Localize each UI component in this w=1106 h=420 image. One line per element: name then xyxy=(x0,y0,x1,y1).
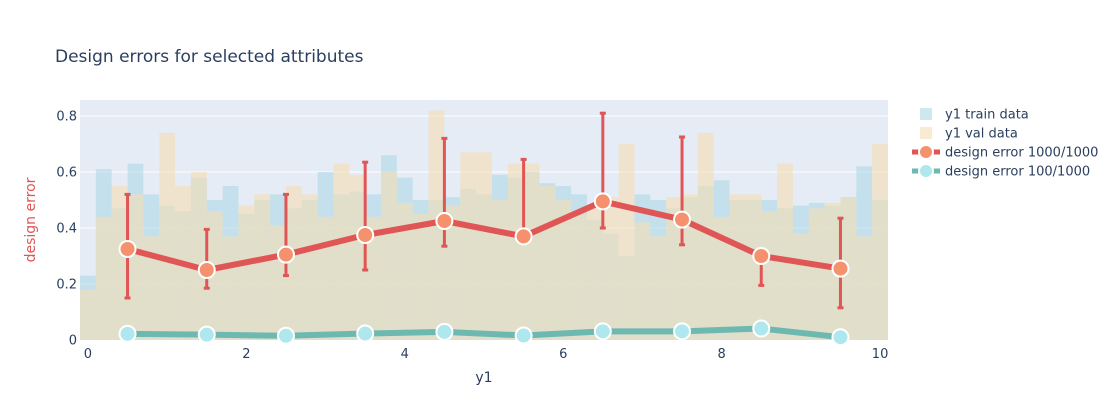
histogram-bar xyxy=(586,205,603,340)
series-design-error-100 xyxy=(118,319,850,347)
data-point[interactable] xyxy=(514,227,533,246)
histogram-bar xyxy=(301,194,318,340)
histogram-bar xyxy=(761,211,778,340)
series-line xyxy=(127,325,841,341)
histogram-bar xyxy=(634,222,651,340)
histogram-bar xyxy=(729,194,746,340)
x-tick-label: 4 xyxy=(401,347,409,362)
histogram-bar xyxy=(444,205,461,340)
histogram-bar xyxy=(571,213,587,340)
histogram-bar xyxy=(80,289,96,340)
histogram-bar xyxy=(222,236,239,340)
data-point[interactable] xyxy=(593,192,612,211)
histogram-bar xyxy=(349,174,366,340)
histogram-bar xyxy=(396,202,413,340)
legend-label[interactable]: design error 100/1000 xyxy=(945,165,1090,180)
histogram-bar xyxy=(856,236,873,340)
legend-swatch-train[interactable] xyxy=(920,108,932,120)
x-tick-label: 2 xyxy=(242,347,250,362)
legend-label[interactable]: design error 1000/1000 xyxy=(945,146,1098,161)
x-tick-label: 10 xyxy=(872,347,889,362)
histogram-bar xyxy=(143,236,160,340)
y-tick-label: 0.2 xyxy=(56,277,77,292)
histogram-bar xyxy=(460,152,477,340)
histogram-bar xyxy=(95,216,112,340)
histogram-bar xyxy=(682,194,698,340)
data-point[interactable] xyxy=(752,319,771,338)
x-tick-label: 0 xyxy=(84,347,92,362)
histogram-bar xyxy=(523,163,540,340)
series-design-error-1000 xyxy=(118,111,850,310)
y-axis-ticks: 0 0.2 0.4 0.6 0.8 xyxy=(56,109,77,348)
histogram-bar xyxy=(254,194,271,340)
data-point[interactable] xyxy=(276,326,295,345)
histogram-bar xyxy=(872,143,888,340)
histogram-bar xyxy=(206,211,223,340)
histogram-bar xyxy=(412,213,429,340)
y-axis-title: design error xyxy=(23,177,39,262)
histogram-bar xyxy=(792,233,809,340)
y-tick-label: 0.6 xyxy=(56,165,77,180)
histogram-bar xyxy=(777,163,793,340)
data-point[interactable] xyxy=(435,322,454,341)
legend-swatch-val[interactable] xyxy=(920,127,932,139)
data-point[interactable] xyxy=(356,324,375,343)
x-tick-label: 8 xyxy=(718,347,726,362)
histogram-bar xyxy=(333,163,350,340)
legend-marker[interactable] xyxy=(918,163,934,179)
histogram-bar xyxy=(317,216,334,340)
histogram-bar xyxy=(745,194,762,340)
histogram-bar xyxy=(270,225,286,340)
data-point[interactable] xyxy=(276,245,295,264)
histogram-bar xyxy=(159,132,176,340)
histogram-bar xyxy=(491,199,508,340)
data-point[interactable] xyxy=(831,259,850,278)
histogram-bar xyxy=(476,152,492,340)
data-point[interactable] xyxy=(673,210,692,229)
histogram-bar xyxy=(238,205,255,340)
x-tick-label: 6 xyxy=(559,347,567,362)
y-tick-label: 0.8 xyxy=(56,109,77,124)
y-tick-label: 0 xyxy=(69,334,77,349)
data-point[interactable] xyxy=(831,328,850,347)
data-point[interactable] xyxy=(118,239,137,258)
histogram-bar xyxy=(127,194,144,340)
histogram-layer xyxy=(80,110,888,340)
legend-marker[interactable] xyxy=(918,144,934,160)
histogram-bar xyxy=(666,197,683,340)
histogram-bar xyxy=(602,197,619,340)
data-point[interactable] xyxy=(752,246,771,265)
legend-label[interactable]: y1 val data xyxy=(945,127,1018,142)
data-point[interactable] xyxy=(197,325,216,344)
histogram-bar xyxy=(507,163,524,340)
histogram-bar xyxy=(618,143,635,340)
histogram-bar xyxy=(365,216,382,340)
chart-title: Design errors for selected attributes xyxy=(55,47,364,67)
histogram-bar xyxy=(285,185,302,340)
histogram-bar xyxy=(697,132,714,340)
data-point[interactable] xyxy=(356,225,375,244)
histogram-bar xyxy=(555,199,572,340)
histogram-bar xyxy=(650,236,667,340)
data-point[interactable] xyxy=(197,260,216,279)
data-point[interactable] xyxy=(118,324,137,343)
series-line xyxy=(126,198,841,273)
x-axis-ticks: 0 2 4 6 8 10 xyxy=(84,347,889,362)
histogram-bar xyxy=(111,185,128,340)
histogram-bar xyxy=(381,171,397,340)
histogram-bar xyxy=(808,208,825,340)
y-tick-label: 0.4 xyxy=(56,221,77,236)
histogram-bar xyxy=(713,216,730,340)
series-layer xyxy=(118,111,850,347)
legend[interactable]: y1 train data y1 val data design error 100… xyxy=(912,108,1098,180)
x-axis-title: y1 xyxy=(475,370,492,386)
data-point[interactable] xyxy=(514,326,533,345)
histogram-bar xyxy=(190,171,207,340)
data-point[interactable] xyxy=(593,322,612,341)
legend-label[interactable]: y1 train data xyxy=(945,108,1029,123)
data-point[interactable] xyxy=(435,211,454,230)
data-point[interactable] xyxy=(673,322,692,341)
histogram-bar xyxy=(539,185,556,340)
